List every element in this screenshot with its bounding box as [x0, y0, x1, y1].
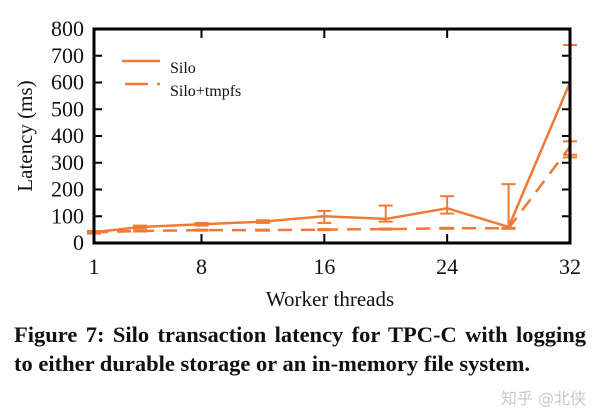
y-tick-label: 500 — [51, 96, 84, 121]
y-tick-label: 400 — [51, 123, 84, 148]
error-bar — [133, 224, 148, 230]
error-bar — [194, 228, 209, 232]
plot-content — [87, 44, 577, 235]
x-tick-label: 8 — [196, 254, 207, 279]
error-bar — [317, 228, 332, 232]
y-tick-label: 100 — [51, 203, 84, 228]
x-tick-label: 1 — [89, 254, 100, 279]
plot-frame — [92, 27, 572, 245]
error-bar — [317, 209, 332, 224]
error-bar — [133, 229, 148, 233]
error-bar — [440, 195, 455, 215]
y-tick-label: 700 — [51, 43, 84, 68]
x-tick-label: 16 — [313, 254, 335, 279]
y-tick-label: 0 — [73, 230, 84, 255]
watermark: 知乎 @北侠 — [500, 389, 586, 408]
error-bar — [378, 227, 393, 231]
x-axis-title: Worker threads — [266, 287, 394, 310]
legend-label-silo: Silo — [170, 60, 196, 77]
error-bar — [501, 226, 516, 230]
y-tick-label: 600 — [51, 70, 84, 95]
x-tick-label: 32 — [559, 254, 581, 279]
error-bar — [255, 219, 270, 224]
series-line-silo — [93, 82, 572, 234]
y-tick-label: 200 — [51, 177, 84, 202]
y-tick-label: 800 — [51, 16, 84, 41]
y-axis-title: Latency (ms) — [13, 80, 37, 191]
error-bar — [255, 228, 270, 232]
error-bar — [440, 226, 455, 230]
x-tick-label: 24 — [436, 254, 458, 279]
figure-caption: Figure 7: Silo transaction latency for T… — [14, 322, 586, 376]
series-line-silo-tmpfs — [93, 145, 571, 234]
error-bar — [194, 221, 209, 227]
chart-legend: Silo Silo+tmpfs — [122, 59, 241, 100]
legend-label-silo-tmpfs: Silo+tmpfs — [170, 83, 241, 100]
y-tick-label: 300 — [51, 150, 84, 175]
error-bar — [378, 204, 393, 223]
